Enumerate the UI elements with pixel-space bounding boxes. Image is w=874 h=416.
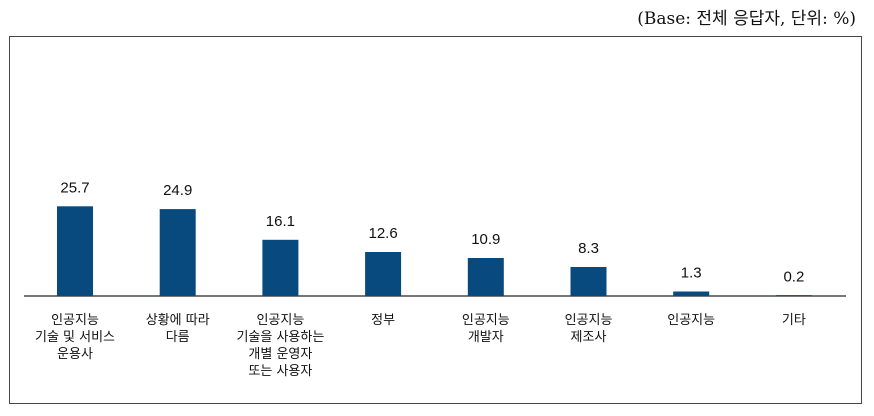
category-label-6: 인공지능 (667, 313, 716, 328)
data-label-7: 0.2 (783, 268, 804, 285)
category-label-2: 인공지능 기술을 사용하는 개별 운영자 또는 사용자 (236, 313, 325, 379)
bar-0 (57, 206, 93, 296)
bar-3 (365, 252, 402, 296)
category-label-7: 기타 (781, 313, 806, 328)
category-label-0: 인공지능 기술 및 서비스 운용사 (34, 313, 116, 362)
bar-5 (570, 267, 607, 296)
unit-note: (Base: 전체 응답자, 단위: %) (637, 9, 856, 29)
bar-6 (673, 291, 710, 296)
bar-7 (775, 295, 812, 296)
bar-4 (467, 258, 504, 296)
category-label-4: 인공지능 개발자 (461, 313, 510, 345)
data-label-6: 1.3 (681, 265, 702, 282)
data-label-4: 10.9 (471, 231, 500, 248)
data-label-5: 8.3 (578, 240, 599, 257)
category-label-5: 인공지능 제조사 (564, 313, 613, 345)
chart-frame (9, 36, 862, 404)
data-label-1: 24.9 (163, 182, 192, 199)
data-label-3: 12.6 (368, 225, 397, 242)
data-label-2: 16.1 (266, 213, 295, 230)
category-label-3: 정부 (371, 313, 396, 328)
bar-1 (159, 209, 196, 296)
bar-2 (262, 239, 299, 296)
category-label-1: 상황에 따라 다름 (145, 313, 210, 345)
data-label-0: 25.7 (60, 179, 89, 196)
